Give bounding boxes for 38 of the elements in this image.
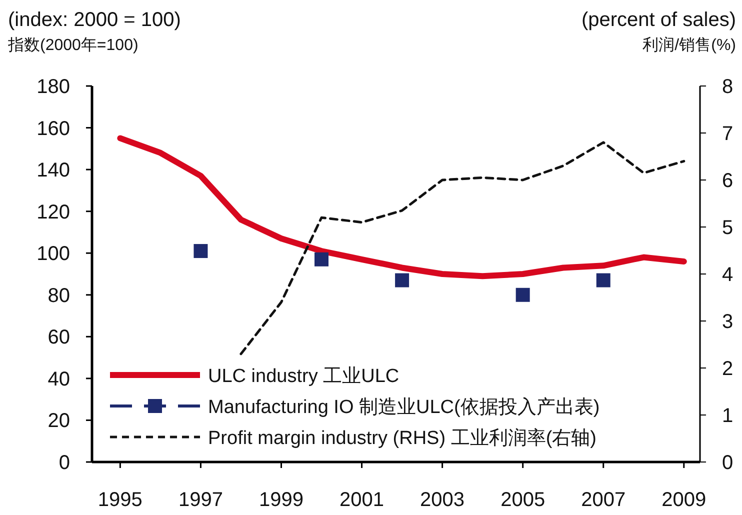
y2-tick-label: 5 (722, 217, 734, 239)
x-tick-label: 2007 (581, 489, 626, 511)
point (516, 288, 530, 302)
y-tick-label: 160 (36, 118, 70, 140)
x-tick-label: 1997 (178, 489, 223, 511)
y-tick-label: 20 (48, 410, 70, 432)
y-tick-label: 60 (48, 326, 70, 349)
y2-tick-label: 4 (722, 264, 734, 286)
legend-label: ULC industry 工业ULC (208, 366, 400, 387)
x-tick-label: 2003 (420, 489, 465, 511)
line-series (240, 141, 686, 356)
y2-tick-label: 0 (722, 452, 734, 474)
legend-label: Profit margin industry (RHS) 工业利润率(右轴) (208, 427, 596, 449)
y2-tick-label: 2 (722, 358, 734, 380)
y-tick-label: 120 (36, 201, 70, 224)
y-tick-label: 180 (36, 76, 70, 98)
point (314, 252, 329, 266)
y-tick-label: 80 (48, 284, 70, 307)
y2-tick-label: 1 (722, 405, 734, 427)
y2-tick-label: 3 (722, 311, 734, 333)
y2-axis-title: (percent of sales) 利润/销售(%) (581, 9, 736, 54)
y2-tick-label: 8 (722, 76, 734, 98)
y-tick-label: 0 (58, 452, 70, 474)
y-tick-label: 140 (36, 160, 70, 182)
x-tick-label: 1995 (98, 489, 142, 511)
point (395, 273, 410, 288)
x-tick-label: 1999 (258, 489, 304, 511)
legend-label: Manufacturing IO 制造业ULC(依据投入产出表) (208, 397, 600, 418)
x-tick-label: 2001 (340, 489, 384, 511)
point (596, 273, 610, 288)
x-tick-label: 2005 (500, 489, 546, 511)
y-tick-label: 40 (48, 368, 70, 390)
y-tick-label: 100 (36, 243, 70, 266)
y2-tick-label: 6 (722, 170, 734, 192)
y2-tick-label: 7 (722, 123, 734, 145)
y-axis-title: (index: 2000 = 100) 指数(2000年=100) (7, 9, 181, 54)
point (194, 244, 208, 258)
x-tick-label: 2009 (662, 489, 706, 511)
